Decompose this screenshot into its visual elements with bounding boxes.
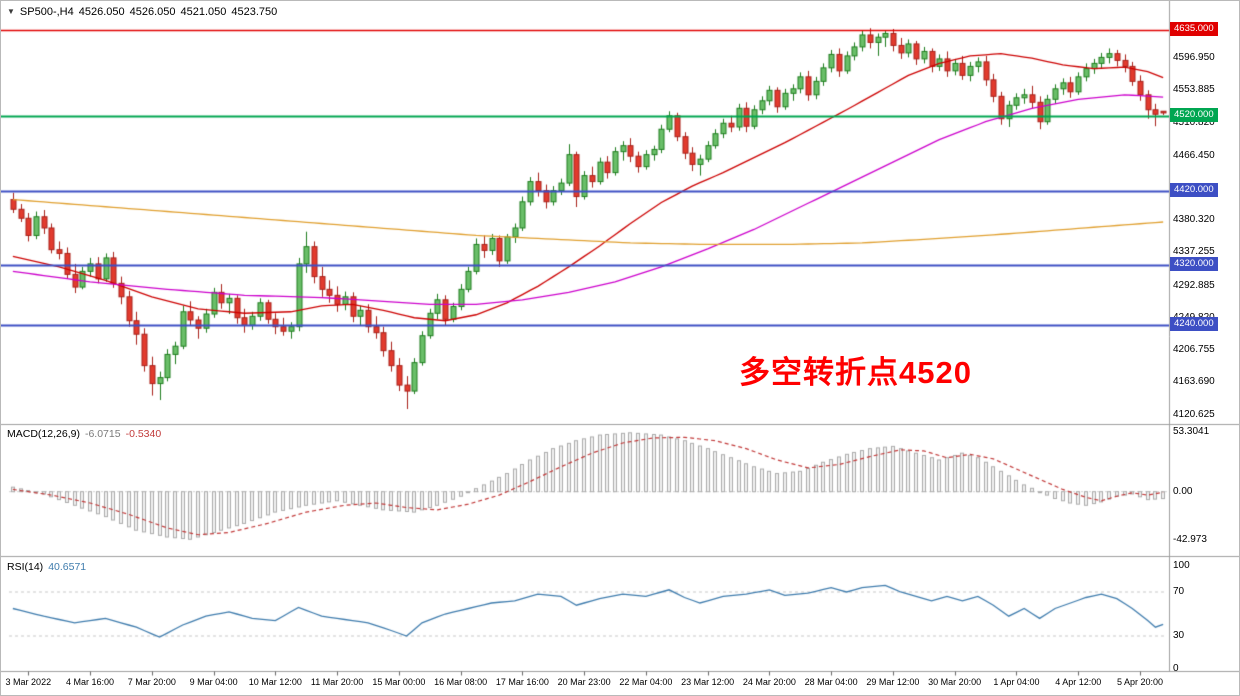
rsi-axis-label: 0 [1173,663,1179,674]
hline-price-label: 4240.000 [1170,317,1218,332]
rsi-indicator-label: RSI(14) 40.6571 [7,561,86,573]
price-axis-label: 4163.690 [1173,376,1215,388]
time-axis-label: 17 Mar 16:00 [495,677,549,687]
time-axis-label: 5 Apr 20:00 [1116,677,1163,687]
ohlc-high: 4526.050 [129,6,176,18]
macd-name: MACD(12,26,9) [7,428,80,440]
time-axis-label: 24 Mar 20:00 [742,677,796,687]
rsi-axis-label: 70 [1173,586,1185,597]
symbol-dropdown-icon[interactable]: ▼ [7,7,15,16]
hline-price-label: 4320.000 [1170,257,1218,272]
time-axis-label: 7 Mar 20:00 [127,677,176,687]
rsi-value: 40.6571 [48,561,87,573]
rsi-axis-label: 100 [1173,560,1190,571]
hline-price-label: 4635.000 [1170,21,1218,36]
symbol-info: ▼ SP500-,H4 4526.050 4526.050 4521.050 4523.7… [7,6,282,18]
time-axis-label: 11 Mar 20:00 [310,677,364,687]
rsi-name: RSI(14) [7,561,44,573]
ohlc-open: 4526.050 [78,6,125,18]
price-axis-label: 4466.450 [1173,149,1215,161]
macd-axis-label: 0.00 [1173,485,1193,497]
time-axis-label: 4 Mar 16:00 [66,677,115,687]
symbol-timeframe-label: SP500-,H4 [19,6,74,18]
time-axis-label: 15 Mar 00:00 [372,677,426,687]
time-axis-label: 28 Mar 04:00 [804,677,858,687]
price-axis-label: 4120.625 [1173,408,1215,420]
time-axis-label: 4 Apr 12:00 [1055,677,1102,687]
hline-price-label: 4520.000 [1170,107,1218,122]
ohlc-close: 4523.750 [231,6,278,18]
time-axis-label: 29 Mar 12:00 [866,677,920,687]
macd-axis-label: -42.973 [1173,534,1207,546]
price-axis-label: 4337.255 [1173,246,1215,258]
macd-main-value: -6.0715 [84,428,121,440]
time-axis-label: 16 Mar 08:00 [434,677,488,687]
price-axis-label: 4292.885 [1173,279,1215,291]
price-axis-label: 4596.950 [1173,52,1215,64]
time-axis-label: 10 Mar 12:00 [248,677,302,687]
time-axis-label: 1 Apr 04:00 [993,677,1040,687]
macd-indicator-label: MACD(12,26,9) -6.0715 -0.5340 [7,428,161,440]
time-axis-label: 9 Mar 04:00 [189,677,238,687]
macd-axis-label: 53.3041 [1173,426,1210,437]
time-axis-label: 30 Mar 20:00 [928,677,982,687]
chart-annotation-text: 多空转折点4520 [739,355,972,390]
hline-price-label: 4420.000 [1170,182,1218,197]
price-axis-label: 4510.820 [1173,116,1215,128]
time-axis-label: 20 Mar 23:00 [557,677,611,687]
price-axis-label: 4553.885 [1173,84,1215,96]
price-axis-label: 4206.755 [1173,344,1215,356]
time-axis-label: 3 Mar 2022 [5,677,52,687]
time-axis-label: 22 Mar 04:00 [619,677,673,687]
ohlc-low: 4521.050 [180,6,227,18]
rsi-axis-label: 30 [1173,630,1185,641]
macd-signal-value: -0.5340 [125,428,162,440]
price-axis-label: 4380.320 [1173,214,1215,226]
time-axis-label: 23 Mar 12:00 [681,677,735,687]
